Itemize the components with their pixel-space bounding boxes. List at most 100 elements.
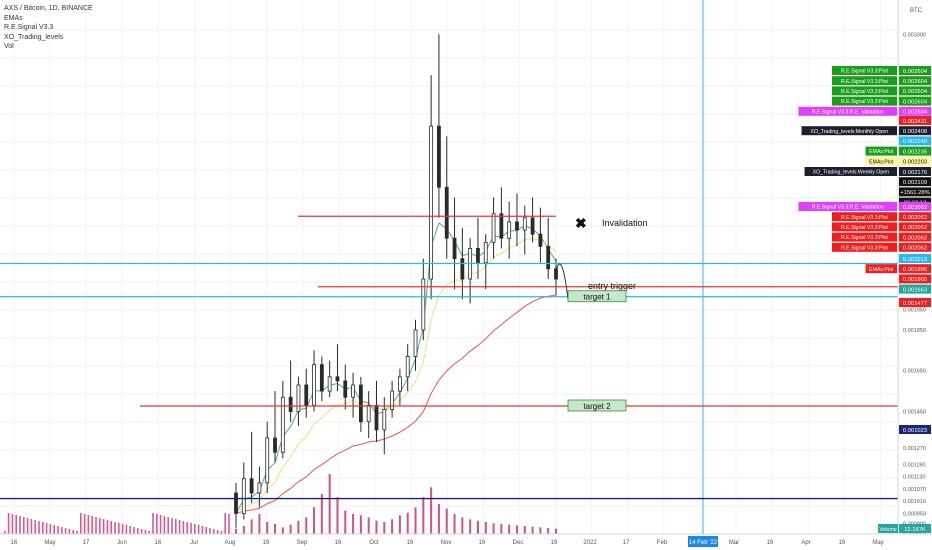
candle-body (405, 356, 410, 378)
annotation-invalidation: Invalidation (602, 218, 648, 228)
y-tick-label: 0.001190 (903, 463, 926, 469)
volume-bar (11, 514, 14, 534)
y-tick-label: 0.001850 (903, 328, 926, 334)
volume-bar (45, 523, 48, 534)
price-tag-label: EMAs:Plot (869, 149, 894, 155)
price-tag-value: 0.002604 (903, 79, 928, 85)
volume-bar (68, 529, 71, 534)
price-tag-value: 0.002062 (903, 246, 927, 252)
price-tag (899, 187, 931, 197)
price-tag-value: 0.001477 (903, 301, 927, 307)
price-tag-label-box (832, 242, 897, 252)
price-tag (899, 96, 931, 106)
volume-bar (344, 510, 347, 534)
x-tick-label: Sep (297, 540, 308, 546)
candle-body (538, 233, 543, 247)
candle-body (382, 409, 387, 431)
volume-bar (201, 526, 204, 534)
x-tick-label: 16 (11, 540, 18, 546)
volume-bar (137, 528, 139, 534)
ema-line (235, 294, 557, 514)
y-tick-label: 0.003300 (903, 32, 926, 38)
price-tag-label-box (804, 167, 897, 176)
price-tag-label-box (832, 222, 897, 232)
candle-body (296, 384, 301, 412)
price-tag-value: 0.002062 (903, 225, 927, 231)
price-tag (899, 156, 931, 166)
indicator-vol[interactable]: Vol (4, 43, 14, 50)
volume-tag (899, 524, 931, 533)
indicator-resignal[interactable]: R.E.Signal V3.3 (4, 24, 54, 31)
price-tag-label: R.E.Signal V3.3:Plot (841, 235, 889, 241)
time-cursor-box (688, 536, 718, 547)
volume-bar (414, 507, 417, 534)
candle-body (515, 221, 519, 231)
volume-bar (523, 526, 526, 534)
volume-bar (178, 520, 181, 534)
x-tick-label: 16 (551, 540, 558, 546)
volume-bar (274, 524, 277, 534)
price-tag-label: R.E.Signal V3.3:Plot (841, 69, 889, 75)
target-1-box (567, 290, 627, 303)
volume-bar (194, 524, 196, 534)
x-tick-label: Jun (117, 540, 127, 546)
indicator-emas[interactable]: EMAs (4, 14, 23, 22)
volume-bar (224, 513, 226, 534)
y-tick-label: 0.001450 (903, 410, 926, 416)
candle-body (366, 404, 371, 423)
volume-bar (220, 531, 223, 534)
price-tag (899, 106, 931, 116)
x-tick-label: Apr (801, 540, 810, 546)
candle-body (327, 376, 332, 392)
price-tag-value: 0.001663 (903, 287, 927, 293)
volume-bar (23, 517, 25, 534)
candle-body (249, 478, 254, 494)
price-tag-value: 0.002604 (903, 69, 928, 75)
volume-label: Volume (879, 527, 896, 533)
volume-bar (140, 529, 143, 534)
x-tick-label: Jul (190, 540, 198, 546)
price-tag (899, 177, 931, 187)
x-tick-label: 16 (263, 540, 270, 546)
volume-bar (49, 524, 52, 534)
y-tick-label: 0.001070 (903, 487, 926, 493)
price-tag-label: XO_Trading_levels:Monthly Open (810, 129, 888, 135)
volume-bar (352, 514, 355, 534)
price-tag-value: 0.002062 (903, 205, 927, 211)
candlesticks (234, 34, 558, 528)
volume-bar (313, 507, 316, 534)
target-2-box (567, 399, 627, 412)
volume-bar (19, 516, 21, 534)
price-tag (899, 126, 931, 136)
volume-bar (531, 526, 534, 534)
price-tag-value: 0.002408 (903, 129, 927, 135)
price-tag-label-box (865, 156, 897, 166)
volume-bar (508, 524, 511, 534)
price-tag-label-box (832, 96, 897, 106)
price-tag-label: R.E.Signal V3.3:Plot (841, 225, 889, 231)
volume-bar (163, 516, 166, 534)
volume-bar (320, 494, 323, 534)
volume-bar (42, 522, 44, 534)
candle-body (398, 376, 402, 392)
indicator-xo-levels[interactable]: XO_Trading_levels (4, 33, 64, 41)
volume-bar (235, 528, 237, 534)
candle-body (499, 213, 504, 239)
volume-bar (80, 513, 82, 534)
y-tick-label: 0.001130 (903, 475, 926, 481)
candle-body (312, 364, 316, 406)
price-tag (899, 284, 931, 294)
price-tag-value: 0.001986 (903, 267, 927, 273)
symbol-title[interactable]: AXS / Bitcoin, 1D, BINANCE (4, 5, 93, 12)
volume-bar (87, 515, 90, 534)
volume-bar (197, 525, 200, 534)
price-tag-value: 0.002604 (903, 89, 928, 95)
candle-body (351, 384, 355, 398)
ema-line (235, 238, 557, 514)
volume-bar (148, 531, 150, 534)
price-tag-value: 0.002203 (903, 160, 927, 166)
volume-bar (129, 526, 131, 534)
candle-body (234, 492, 238, 514)
candle-body (358, 384, 363, 423)
